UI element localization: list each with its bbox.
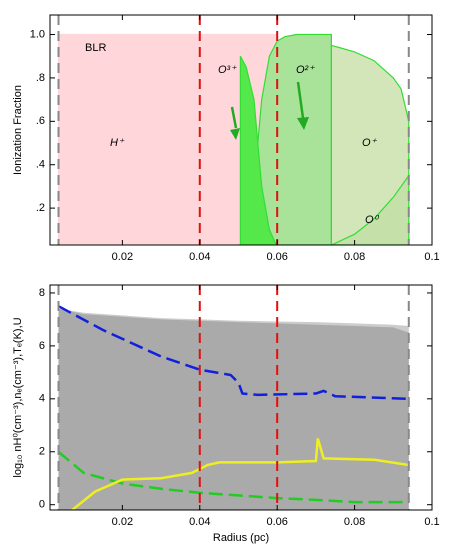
series-label: O⁰ <box>365 214 380 226</box>
y-tick-label: 1.0 <box>30 28 45 40</box>
x-tick-label: 0.1 <box>424 516 439 528</box>
y-tick-label: 2 <box>39 446 45 458</box>
y-axis-label: log₁₀ nH⁰(cm⁻³),nₑ(cm⁻³),Tₑ(K),U <box>12 317 24 477</box>
x-tick-label: 0.04 <box>189 516 210 528</box>
y-axis-label: Ionization Fraction <box>12 85 24 175</box>
x-tick-label: 0.06 <box>266 251 287 263</box>
x-tick-label: 0.06 <box>266 516 287 528</box>
y-tick-label: .2 <box>36 202 45 214</box>
frame <box>49 284 433 511</box>
arrow <box>296 81 305 119</box>
panel: H⁺ O²⁺ O³⁺ O⁺ O⁰ 0.02 0.04 0.06 0.08 0.1 .2 .4 .6 .8 1… <box>12 14 440 263</box>
y-tick-label: 6 <box>39 340 45 352</box>
plots: H⁺ O²⁺ O³⁺ O⁺ O⁰ 0.02 0.04 0.06 0.08 0.1 .2 .4 .6 .8 1… <box>12 14 440 544</box>
series-label: H⁺ <box>110 137 125 149</box>
arrow-head <box>297 117 309 130</box>
plot-area <box>57 33 410 245</box>
arrow-head <box>230 128 240 140</box>
x-tick-label: 0.1 <box>424 251 439 263</box>
panel: 0.02 0.04 0.06 0.08 0.1 0 2 4 6 8 log₁₀ nH⁰(cm⁻³),… <box>12 284 440 544</box>
y-tick-label: .4 <box>36 159 45 171</box>
y-tick-label: .6 <box>36 115 45 127</box>
y-tick-label: 4 <box>39 393 45 405</box>
frame <box>49 14 433 246</box>
series-label: O³⁺ <box>218 64 237 76</box>
x-tick-label: 0.08 <box>344 251 365 263</box>
area <box>239 55 278 245</box>
y-tick-label: .8 <box>36 72 45 84</box>
annotation: BLR <box>85 42 106 54</box>
series-label: O⁺ <box>362 137 378 149</box>
area <box>58 308 409 510</box>
x-tick-label: 0.02 <box>112 516 133 528</box>
y-tick-label: 0 <box>39 499 45 511</box>
series-line <box>57 305 409 401</box>
area <box>330 44 410 245</box>
x-tick-label: 0.02 <box>112 251 133 263</box>
x-tick-label: 0.08 <box>344 516 365 528</box>
area <box>331 173 410 245</box>
x-tick-label: 0.04 <box>189 251 210 263</box>
series-line <box>57 450 409 504</box>
plot-area <box>57 305 409 510</box>
series-line <box>71 438 409 510</box>
arrow <box>230 106 238 129</box>
series-label: O²⁺ <box>296 64 315 76</box>
y-tick-label: 8 <box>39 287 45 299</box>
x-axis-label: Radius (pc) <box>213 532 269 544</box>
